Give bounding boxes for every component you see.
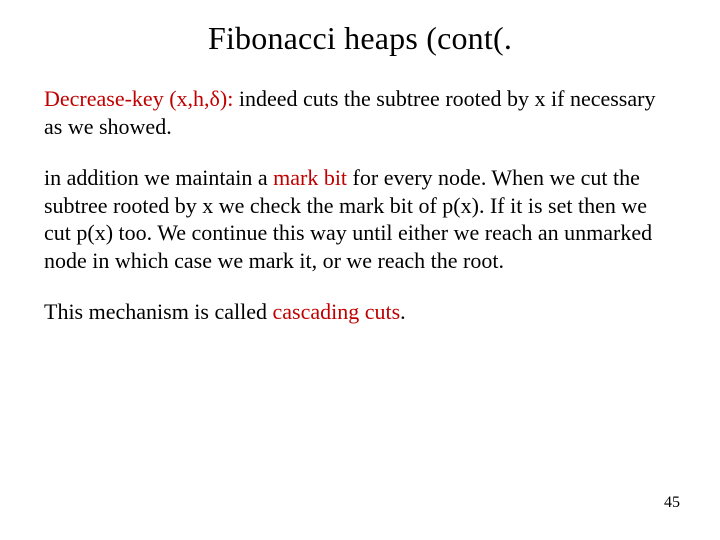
mark-bit-term: mark bit	[273, 165, 347, 190]
markbit-pre: in addition we maintain a	[44, 165, 273, 190]
slide-container: Fibonacci heaps (cont(. Decrease-key (x,…	[0, 0, 720, 540]
decrease-key-term: Decrease-key (x,h,δ):	[44, 86, 233, 111]
cascading-post: .	[400, 299, 406, 324]
slide-title: Fibonacci heaps (cont(.	[44, 20, 676, 57]
cascading-cuts-term: cascading cuts	[273, 299, 401, 324]
cascading-pre: This mechanism is called	[44, 299, 273, 324]
paragraph-cascading: This mechanism is called cascading cuts.	[44, 298, 676, 326]
paragraph-decrease-key: Decrease-key (x,h,δ): indeed cuts the su…	[44, 85, 676, 140]
paragraph-mark-bit: in addition we maintain a mark bit for e…	[44, 164, 676, 274]
page-number: 45	[664, 494, 680, 512]
